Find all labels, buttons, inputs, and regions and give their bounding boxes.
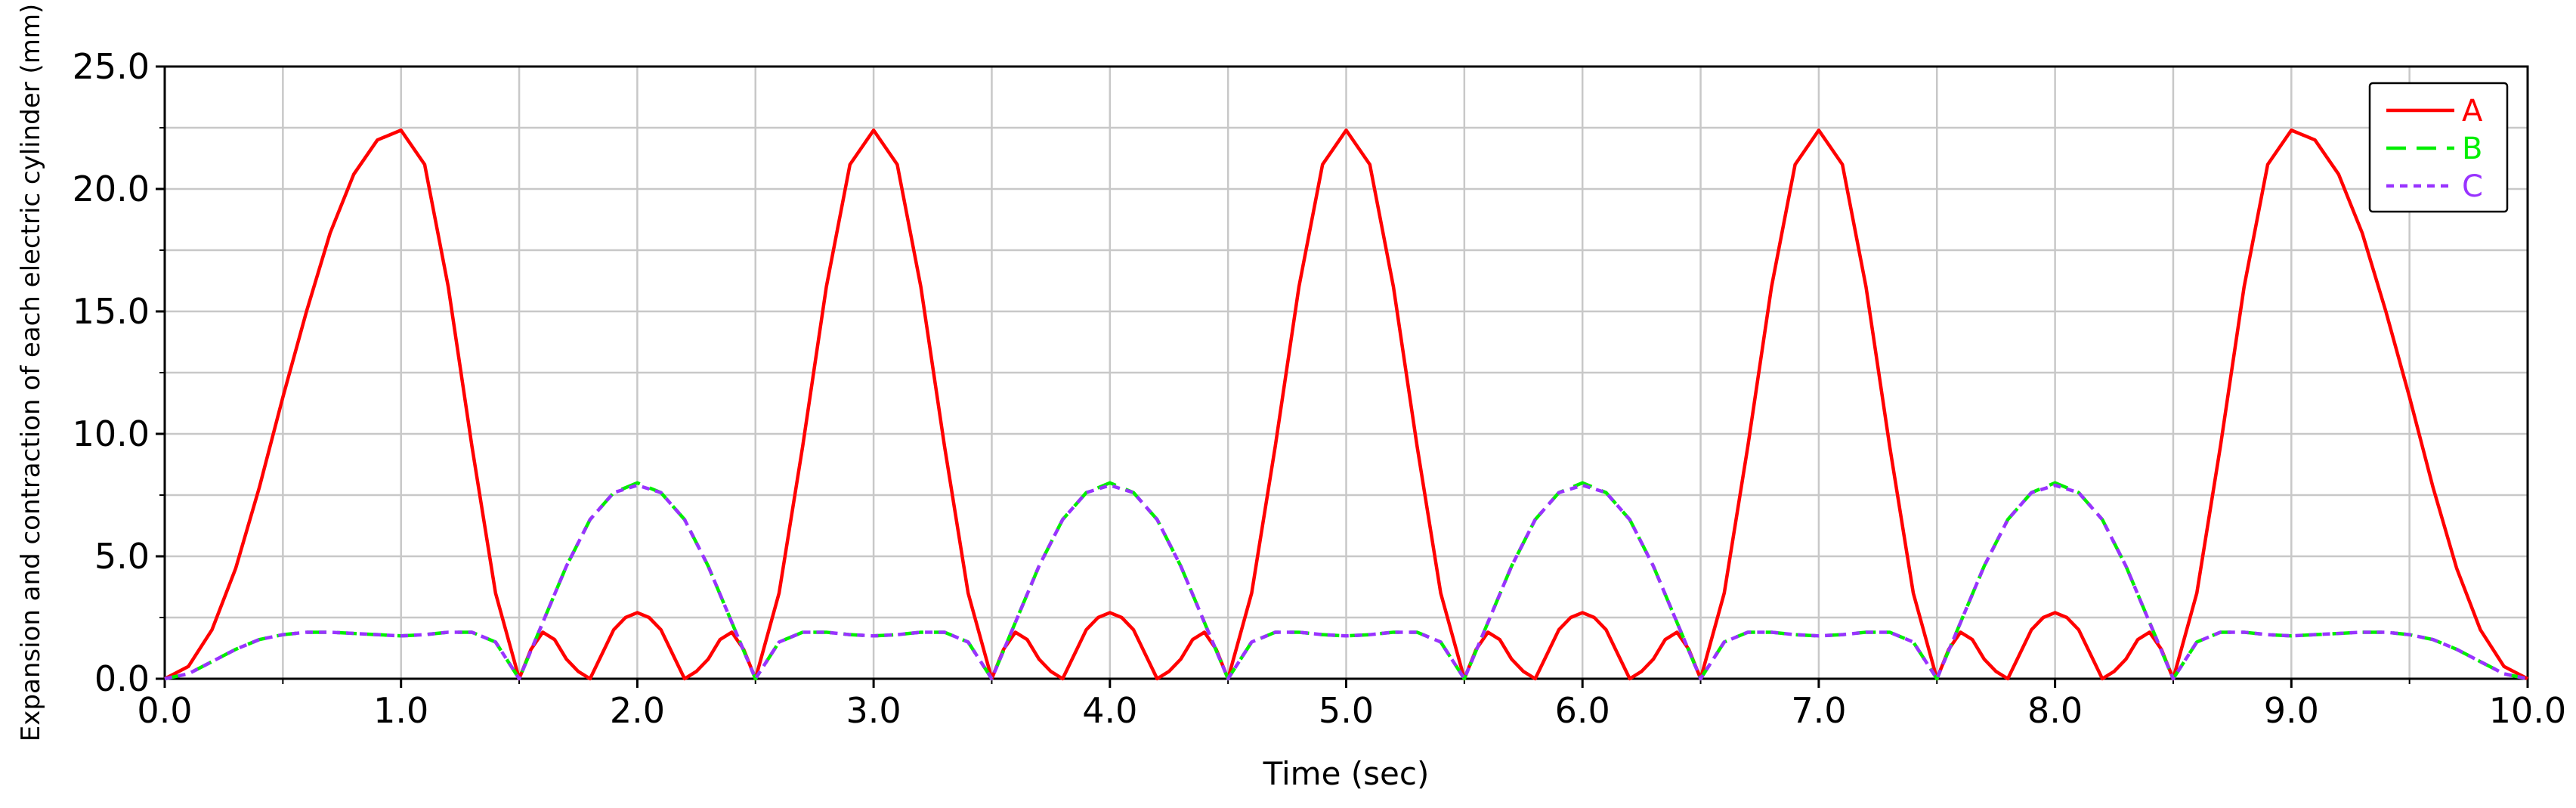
y-tick-label: 20.0 — [73, 169, 150, 209]
series-line-a — [163, 128, 2529, 681]
series-line-b — [164, 481, 2528, 681]
y-tick-label: 10.0 — [73, 413, 150, 454]
y-tick-label: 0.0 — [94, 658, 150, 699]
x-tick-label: 4.0 — [1082, 690, 1137, 731]
legend-label-a: A — [2462, 94, 2483, 128]
axes — [156, 65, 2529, 688]
x-tick-label: 0.0 — [137, 690, 192, 731]
x-tick-label: 7.0 — [1791, 690, 1846, 731]
grid — [163, 65, 2529, 680]
series-lines — [163, 128, 2529, 681]
tick-labels: 0.0 1.0 2.0 3.0 4.0 5.0 6.0 7.0 8.0 9.0 10.0 0.0 5.0… — [73, 46, 2567, 731]
legend-box — [2368, 82, 2509, 213]
x-tick-label: 3.0 — [846, 690, 901, 731]
x-tick-label: 10.0 — [2489, 690, 2566, 731]
x-tick-label: 6.0 — [1555, 690, 1610, 731]
y-tick-label: 15.0 — [73, 291, 150, 332]
legend: ABC — [2368, 82, 2509, 213]
y-tick-label: 25.0 — [73, 46, 150, 87]
legend-label-b: B — [2462, 132, 2482, 166]
x-tick-label: 8.0 — [2027, 690, 2083, 731]
x-tick-label: 9.0 — [2264, 690, 2319, 731]
y-axis-title: Expansion and contraction of each electr… — [16, 4, 46, 741]
legend-label-c: C — [2462, 169, 2483, 204]
x-tick-label: 5.0 — [1319, 690, 1374, 731]
x-tick-label: 1.0 — [373, 690, 428, 731]
x-tick-label: 2.0 — [610, 690, 665, 731]
y-tick-label: 5.0 — [94, 536, 150, 577]
x-axis-title: Time (sec) — [1263, 755, 1430, 792]
series-line-c — [164, 483, 2528, 681]
